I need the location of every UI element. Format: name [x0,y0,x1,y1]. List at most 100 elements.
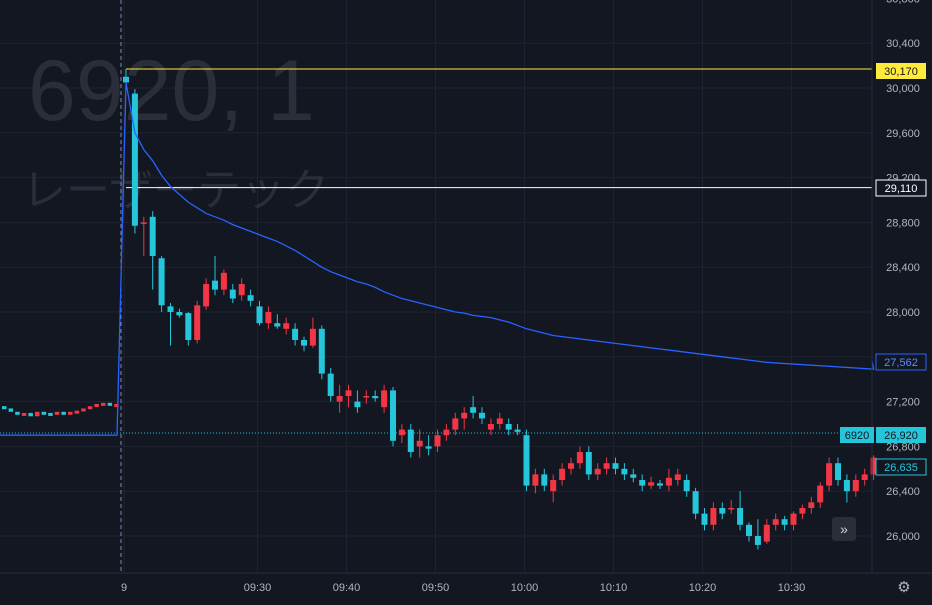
x-tick-label: 10:10 [600,582,628,594]
candle-body [639,480,646,486]
candle-body [790,513,797,525]
candle-body [612,463,619,469]
y-tick-label: 30,800 [886,0,920,5]
candle-body [194,305,201,340]
candle-body [737,508,744,525]
candle-body [283,323,290,329]
y-tick-label: 30,400 [886,38,920,50]
ref-price-tag-bg [875,179,927,197]
candle-body [550,480,557,492]
last-price-tag: 26,920 [884,430,918,442]
x-tick-label: 09:50 [422,582,450,594]
candle-body [826,463,833,486]
candle-body [425,446,432,449]
candle-body [292,328,299,340]
candle-body [301,340,307,346]
y-tick-label: 28,800 [886,217,920,229]
y-tick-label: 26,400 [886,486,920,498]
candle-body [728,508,735,510]
candle-body [701,513,708,525]
price-tags: 30,170 29,110 27,562 6920 26,920 26,635 [840,63,927,476]
x-tick-label: 10:00 [511,582,539,594]
candle-body [158,258,165,306]
vwap-series [0,82,875,436]
candle-body [452,418,459,430]
candle-body [843,480,850,492]
candle-body [568,463,574,469]
candle-body [496,418,503,424]
prev-candle [15,411,20,415]
prev-candle [94,403,99,407]
candle-body [808,502,815,508]
candle-body [861,474,868,480]
candle-body [479,412,485,419]
candle-body [381,390,388,408]
y-tick-label: 29,600 [886,128,920,140]
candle-body [416,440,423,447]
candle-body [505,424,512,430]
candle-body [754,536,761,545]
candle-body [594,468,601,475]
candle-body [799,508,806,514]
prev-candle [68,411,73,415]
candle-body [461,412,468,419]
candle-body [247,295,254,301]
candle-body [123,76,129,83]
candle-body [327,373,334,396]
candle-body [514,429,521,432]
candle-body [167,306,174,312]
candle-body [719,508,726,514]
y-tick-label: 26,000 [886,531,920,543]
candle-body [220,272,227,290]
x-tick-label: 09:40 [333,582,361,594]
candle-body [140,222,147,224]
y-tick-label: 28,000 [886,307,920,319]
candle-body [648,482,655,486]
scroll-to-realtime-button[interactable]: » [832,517,856,541]
prev-candle [81,408,86,412]
prev-candle [87,406,93,410]
high-price-tag-bg [876,63,926,79]
candle-body [657,483,663,486]
candle-body [185,313,192,340]
candle-body [318,328,325,374]
candle-body [345,390,352,396]
candle-body [852,480,859,492]
candle-body [398,429,405,436]
y-tick-label: 27,200 [886,397,920,409]
y-tick-label: 26,800 [886,441,920,453]
candle-body [274,323,281,327]
candle-body [372,396,379,399]
candle-body [265,312,272,324]
prev-candle [2,406,7,410]
candle-body [541,474,548,486]
candle-body [131,93,138,226]
candle-body [603,463,610,469]
candle-body [203,284,210,307]
candle-body [674,474,681,480]
candle-body [176,312,183,316]
current-price-tag-bg [875,458,927,476]
prev-candle [28,412,33,417]
candle-body [781,519,788,525]
last-price-tag-bg [876,427,926,443]
x-tick-label: 9 [121,582,127,594]
time-axis[interactable]: 9 09:30 09:40 09:50 10:00 10:10 10:20 10:30 [0,572,932,594]
candle-body [835,463,841,480]
candle-body [470,407,477,413]
candle-body [559,468,566,480]
prev-candle [8,408,14,412]
candle-body [630,474,637,478]
candle-body [229,289,236,299]
candle-body [746,524,752,536]
prev-candle [101,402,106,406]
x-tick-label: 09:30 [244,582,272,594]
y-tick-label: 28,400 [886,262,920,274]
candle-body [149,216,156,256]
candle-body [434,435,441,447]
candle-body [585,452,592,475]
settings-icon[interactable]: ⚙ [897,579,911,596]
symbol-tag-bg [840,427,874,443]
prev-candle [61,411,66,415]
